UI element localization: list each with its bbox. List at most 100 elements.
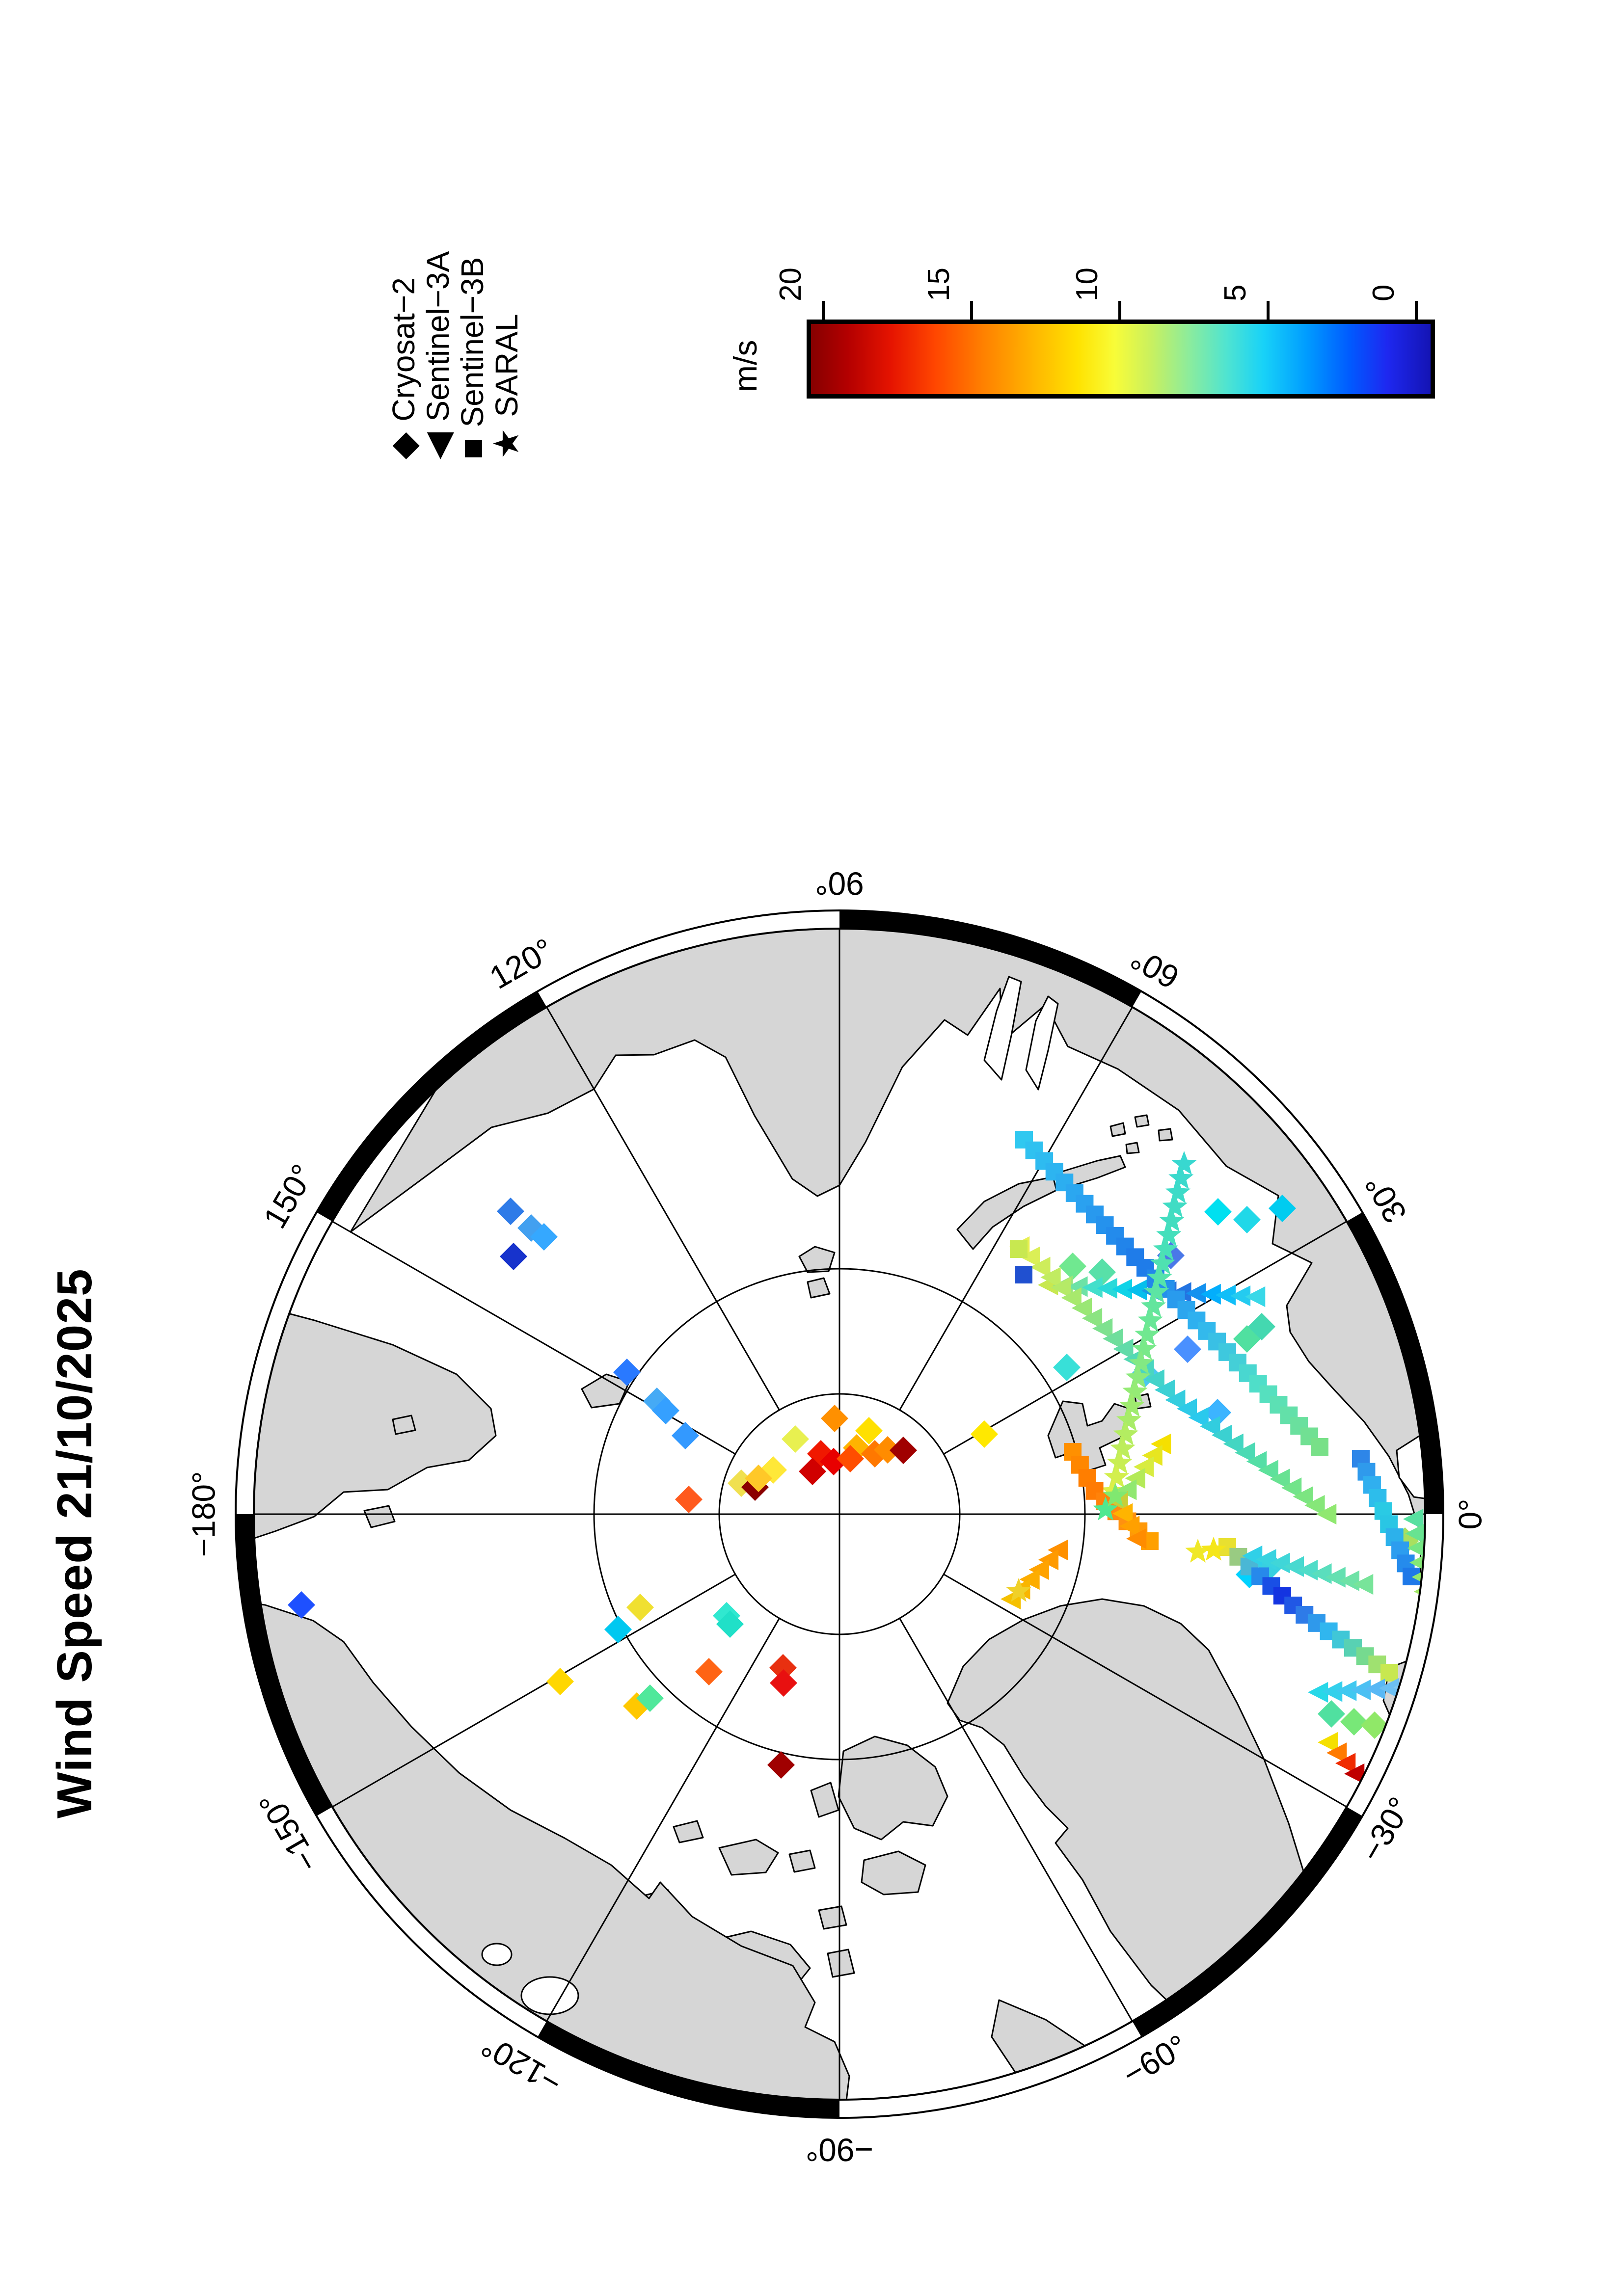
- square-track-point: [1015, 1266, 1032, 1283]
- triangle-track-point: [1281, 1477, 1302, 1498]
- cryosat2-point: [672, 1422, 699, 1449]
- cryosat2-point: [546, 1668, 574, 1695]
- triangle-track-point: [1082, 1277, 1103, 1298]
- triangle-track-point: [1353, 1574, 1374, 1595]
- square-track-point: [1010, 1240, 1028, 1258]
- cryosat2-point: [1204, 1399, 1231, 1426]
- star-track-point: [1165, 1179, 1191, 1203]
- ring-black-arc: [236, 1514, 332, 1816]
- colorbar: [807, 320, 1435, 399]
- star-track-point: [1171, 1151, 1197, 1175]
- colorbar-tick-label-15: 15: [922, 267, 956, 301]
- ring-inner-circle: [253, 928, 1426, 2101]
- cryosat2-point: [782, 1425, 809, 1453]
- star-track-point: [1116, 1407, 1142, 1431]
- cryosat2-point: [613, 1359, 641, 1386]
- ring-black-arc: [839, 911, 1141, 1007]
- land-boothia: [827, 1949, 855, 1978]
- wind-data-layer: [288, 1131, 1425, 1785]
- meridian-210: [546, 1618, 780, 2022]
- colorbar-tick-label-0: 0: [1367, 284, 1401, 301]
- square-track-point: [1311, 1438, 1328, 1456]
- triangle-track-point: [1144, 1369, 1164, 1390]
- star-track-point: [1103, 1483, 1128, 1507]
- star-track-point: [1104, 1464, 1130, 1488]
- cryosat2-point: [1269, 1195, 1296, 1222]
- triangle-track-point: [1311, 1563, 1332, 1584]
- land-prince-patrick: [673, 1820, 704, 1843]
- triangle-track-point: [1097, 1278, 1117, 1299]
- star-track-point: [1125, 1364, 1151, 1388]
- triangle-track-point: [1119, 1516, 1140, 1537]
- colorbar-tick-label-10: 10: [1070, 267, 1104, 301]
- cryosat2-point: [767, 1751, 795, 1779]
- page-title: Wind Speed 21/10/2025: [47, 1268, 102, 1818]
- land-ellesmere: [838, 1735, 948, 1841]
- star-track-point: [1185, 1539, 1211, 1563]
- square-track-point: [1403, 1568, 1420, 1585]
- cryosat2-point: [1318, 1700, 1345, 1728]
- triangle-track-point: [1424, 1654, 1425, 1675]
- square-track-point: [1380, 1664, 1398, 1682]
- triangle-track-point: [1126, 1528, 1147, 1549]
- map-ring-border: [235, 909, 1444, 2119]
- ring-black-arc: [538, 2022, 840, 2117]
- triangle-track-point: [1040, 1267, 1061, 1288]
- cryosat2-point: [837, 1445, 864, 1472]
- triangle-track-point: [1125, 1468, 1145, 1489]
- longitude-label-−60°: −60°: [1116, 2028, 1193, 2093]
- triangle-track-point: [1186, 1283, 1206, 1304]
- cryosat2-point: [695, 1658, 723, 1685]
- lake-small: [481, 1943, 513, 1966]
- triangle-track-point: [1082, 1308, 1103, 1329]
- legend-item-sentinel3a: ◀ Sentinel−3A: [418, 251, 458, 459]
- colorbar-tick-15: [970, 301, 973, 320]
- triangle-track-point: [1344, 1763, 1365, 1785]
- star-track-point: [1150, 1251, 1175, 1275]
- meridian-330: [546, 1007, 780, 1411]
- cryosat2-point: [770, 1669, 797, 1697]
- legend-label: Sentinel−3B: [455, 257, 490, 427]
- triangle-track-point: [1030, 1256, 1051, 1278]
- land-st-lawrence-island: [363, 1505, 396, 1528]
- diamond-icon: ◆: [384, 432, 423, 459]
- triangle-track-point: [1242, 1545, 1263, 1567]
- star-track-point: [1122, 1379, 1148, 1403]
- triangle-track-point: [1176, 1398, 1197, 1419]
- triangle-track-point: [1336, 1680, 1357, 1701]
- triangle-track-point: [1211, 1424, 1232, 1446]
- triangle-track-point: [1223, 1433, 1244, 1454]
- legend-label: SARAL: [489, 314, 524, 417]
- colorbar-tick-0: [1415, 301, 1418, 320]
- star-track-point: [1159, 1208, 1185, 1232]
- star-track-point: [1113, 1421, 1138, 1445]
- gulf-bothnia: [1448, 1546, 1497, 1600]
- cryosat2-point: [1204, 1198, 1232, 1226]
- legend-item-saral: ★ SARAL: [487, 314, 526, 459]
- cryosat2-point: [1088, 1258, 1116, 1286]
- star-track-point: [1201, 1537, 1226, 1561]
- triangle-track-point: [1270, 1552, 1290, 1574]
- triangle-track-point: [1318, 1732, 1338, 1753]
- triangle-track-point: [1116, 1479, 1137, 1500]
- cryosat2-point: [530, 1223, 558, 1251]
- triangle-track-point: [1188, 1407, 1209, 1428]
- star-track-point: [1153, 1236, 1179, 1260]
- cryosat2-point: [821, 1405, 848, 1432]
- star-track-point: [1156, 1222, 1182, 1246]
- legend-item-cryosat2: ◆ Cryosat−2: [384, 277, 423, 459]
- triangle-track-point: [1258, 1460, 1278, 1481]
- triangle-track-point: [1246, 1451, 1267, 1472]
- land-melville: [718, 1839, 779, 1876]
- triangle-track-point: [1051, 1277, 1071, 1298]
- legend-item-sentinel3b: ■ Sentinel−3B: [453, 257, 492, 459]
- triangle-track-point: [1245, 1286, 1266, 1308]
- triangle-track-point: [1235, 1442, 1255, 1463]
- star-track-point: [1162, 1194, 1188, 1218]
- star-track-point: [1110, 1436, 1136, 1460]
- triangle-track-point: [1256, 1549, 1276, 1570]
- star-track-point: [1132, 1336, 1157, 1360]
- star-track-point: [1128, 1350, 1154, 1374]
- cryosat2-point: [675, 1486, 703, 1513]
- triangle-track-point: [1270, 1468, 1290, 1490]
